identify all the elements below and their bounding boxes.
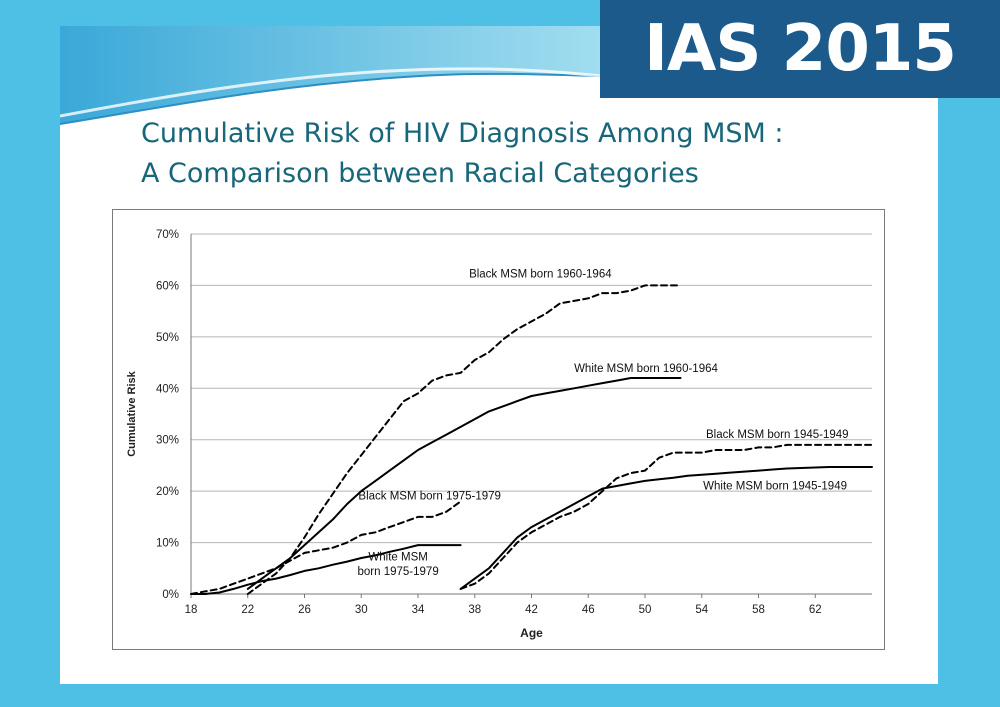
x-tick-label: 58	[752, 604, 765, 616]
x-tick-label: 38	[468, 604, 481, 616]
series-annotation: Black MSM born 1960-1964	[469, 269, 612, 281]
conference-logo-text: IAS 2015	[644, 12, 957, 86]
series-line-white-msm-born-1975-1979	[190, 544, 462, 595]
x-tick-label: 46	[582, 604, 595, 616]
series-annotation: White MSM born 1945-1949	[703, 481, 847, 493]
series-line-black-msm-born-1960-1964	[246, 284, 682, 595]
y-tick-label: 50%	[156, 332, 179, 344]
x-tick-label: 26	[298, 604, 311, 616]
chart-frame: 0% 10% 20% 30% 40% 50% 60% 70% 18 22 26 30 34 38 42 46 5…	[112, 209, 885, 650]
x-tick-label: 22	[241, 604, 254, 616]
y-tick-label: 60%	[156, 280, 179, 292]
series-line-white-msm-born-1960-1964	[246, 377, 682, 590]
series-annotation: White MSM	[368, 552, 427, 564]
title-line-2: A Comparison between Racial Categories	[141, 158, 699, 189]
series-annotation: Black MSM born 1975-1979	[358, 490, 501, 502]
x-tick-label: 34	[412, 604, 425, 616]
title-line-1: Cumulative Risk of HIV Diagnosis Among M…	[141, 118, 784, 149]
series-annotation: White MSM born 1960-1964	[574, 363, 718, 375]
x-tick-label: 50	[639, 604, 652, 616]
slide-title: Cumulative Risk of HIV Diagnosis Among M…	[141, 114, 901, 194]
y-tick-label: 0%	[162, 589, 179, 601]
series-line-white-msm-born-1945-1949	[459, 466, 873, 590]
line-chart: 0% 10% 20% 30% 40% 50% 60% 70% 18 22 26 30 34 38 42 46 5…	[126, 229, 873, 640]
y-tick-label: 10%	[156, 538, 179, 550]
x-tick-label: 54	[695, 604, 708, 616]
series-line-black-msm-born-1975-1979	[190, 500, 462, 595]
y-tick-label: 40%	[156, 383, 179, 395]
x-tick-label: 42	[525, 604, 538, 616]
y-axis-label: Cumulative Risk	[126, 370, 138, 456]
x-tick-label: 30	[355, 604, 368, 616]
series-annotation: born 1975-1979	[358, 566, 439, 578]
series-annotation: Black MSM born 1945-1949	[706, 429, 849, 441]
y-tick-label: 30%	[156, 435, 179, 447]
x-axis-label: Age	[520, 626, 543, 640]
y-tick-label: 70%	[156, 229, 179, 241]
series-line-black-msm-born-1945-1949	[459, 443, 873, 590]
conference-banner: IAS 2015	[600, 0, 1000, 98]
x-tick-label: 18	[185, 604, 198, 616]
y-tick-label: 20%	[156, 486, 179, 498]
x-tick-label: 62	[809, 604, 822, 616]
